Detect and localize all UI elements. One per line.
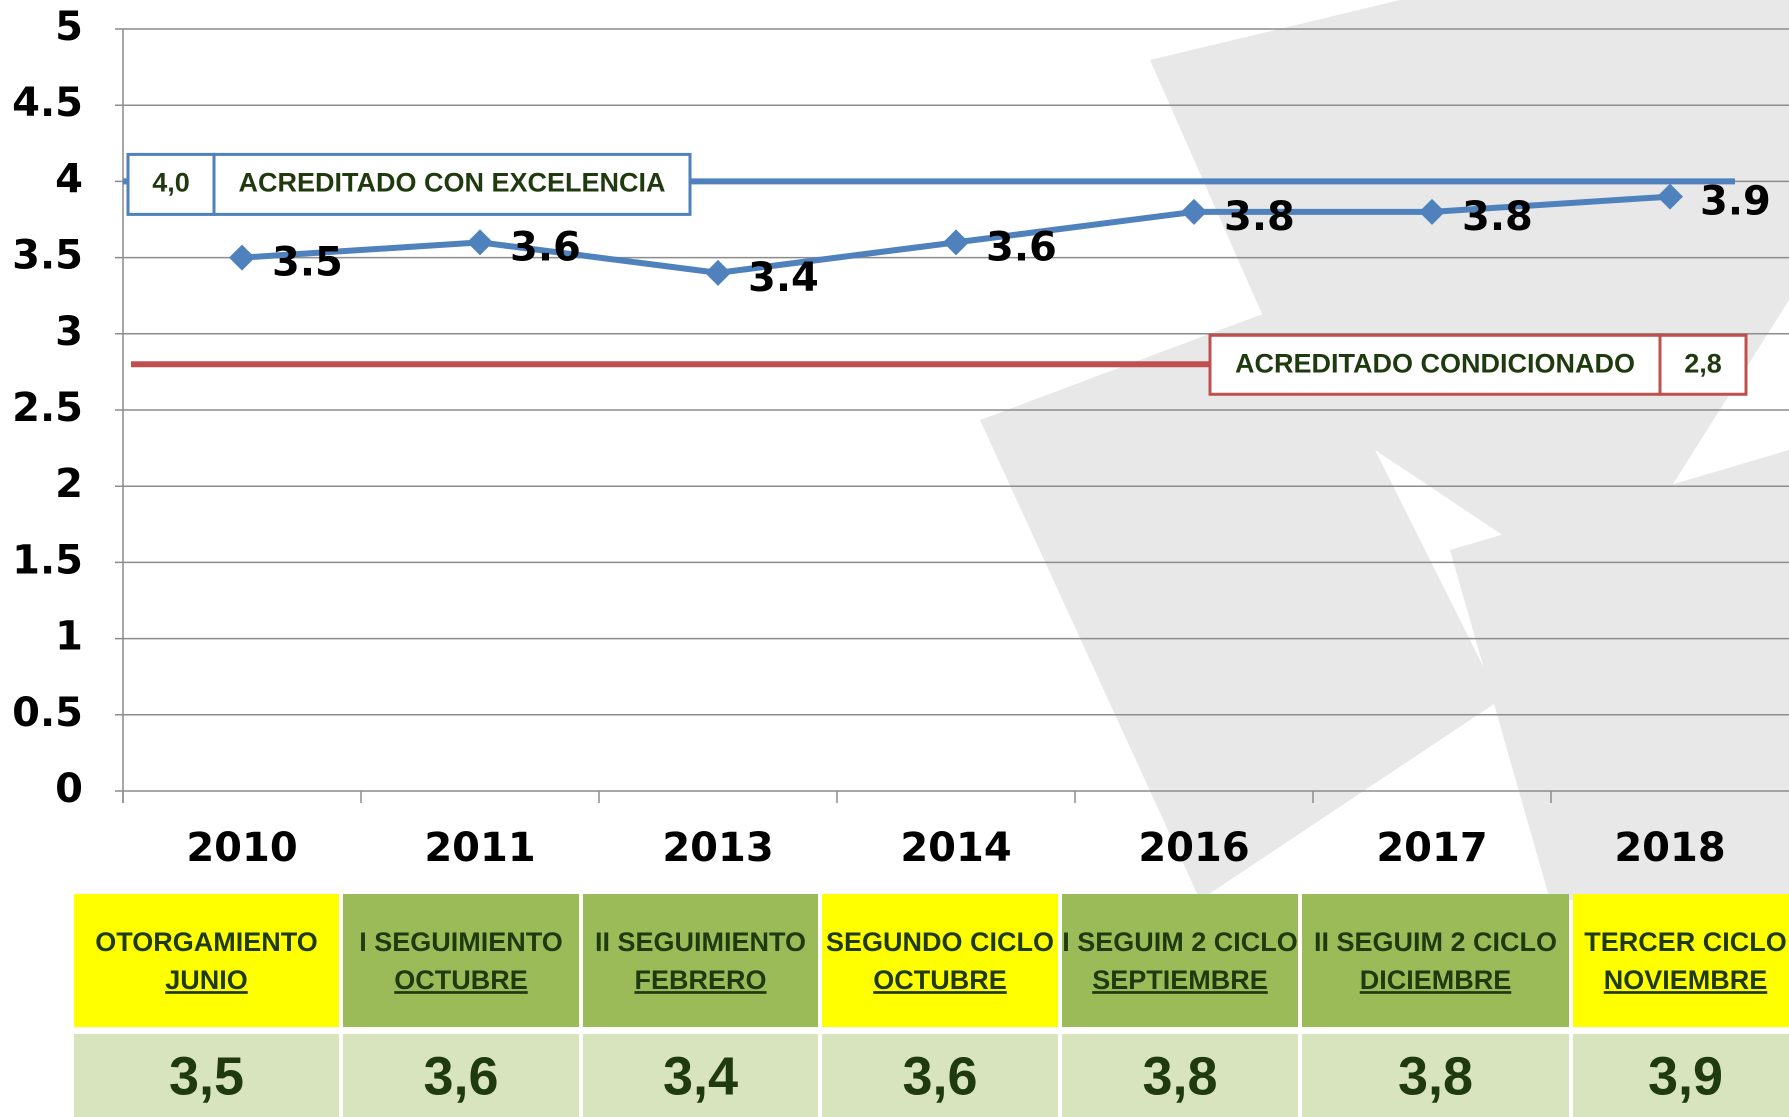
phase-cell	[1062, 894, 1298, 1027]
data-label: 3.4	[748, 255, 819, 301]
x-tick-label: 2014	[900, 825, 1011, 871]
phase-month: FEBRERO	[634, 965, 766, 995]
phase-month: SEPTIEMBRE	[1092, 965, 1268, 995]
score: 3,6	[423, 1046, 498, 1106]
phase-cell	[343, 894, 579, 1027]
phase-month: NOVIEMBRE	[1604, 965, 1768, 995]
y-tick-label: 3.5	[12, 233, 83, 279]
data-point	[229, 244, 255, 271]
watermark-shape	[1150, 0, 1789, 600]
score: 3,6	[902, 1046, 977, 1106]
y-tick-label: 5	[55, 4, 83, 50]
phase-name: SEGUNDO CICLO	[826, 927, 1054, 957]
y-tick-label: 2.5	[12, 385, 83, 431]
x-tick-label: 2010	[186, 825, 297, 871]
phase-name: TERCER CICLO	[1584, 927, 1787, 957]
phase-month: JUNIO	[165, 965, 248, 995]
y-tick-label: 0.5	[12, 690, 83, 736]
y-tick-label: 4	[55, 156, 83, 202]
watermark	[980, 0, 1789, 900]
phase-name: II SEGUIM 2 CICLO	[1314, 927, 1557, 957]
y-tick-label: 1	[55, 614, 83, 660]
score-cell	[74, 1034, 339, 1117]
x-tick-label: 2018	[1614, 825, 1725, 871]
data-point	[705, 259, 731, 286]
data-label: 3.8	[1224, 194, 1295, 240]
phase-cell	[583, 894, 818, 1027]
phase-cell	[822, 894, 1058, 1027]
score-cell	[1573, 1034, 1789, 1117]
score-cell	[1062, 1034, 1298, 1117]
score-cell	[583, 1034, 818, 1117]
phase-name: II SEGUIMIENTO	[595, 927, 806, 957]
data-point	[1181, 198, 1207, 225]
reference-label-box	[126, 152, 216, 216]
phase-month: DICIEMBRE	[1360, 965, 1512, 995]
phase-name: I SEGUIMIENTO	[359, 927, 563, 957]
score: 3,5	[169, 1046, 244, 1106]
phase-month: OCTUBRE	[873, 965, 1007, 995]
reference-value-label: 2,8	[1684, 348, 1722, 378]
x-tick-label: 2011	[424, 825, 535, 871]
phase-cell	[1573, 894, 1789, 1027]
y-tick-label: 1.5	[12, 537, 83, 583]
x-tick-label: 2016	[1138, 825, 1249, 871]
data-label: 3.9	[1700, 179, 1771, 225]
reference-label-box	[1208, 333, 1662, 396]
score-cell	[1302, 1034, 1569, 1117]
data-point	[1419, 198, 1445, 225]
phase-name: I SEGUIM 2 CICLO	[1062, 927, 1298, 957]
phase-month: OCTUBRE	[394, 965, 528, 995]
data-point	[1657, 183, 1683, 210]
watermark-shape	[980, 300, 1500, 900]
score-cell	[822, 1034, 1058, 1117]
score: 3,9	[1648, 1046, 1723, 1106]
phase-cell	[1302, 894, 1569, 1027]
reference-value-label: 4,0	[152, 168, 190, 198]
y-tick-label: 4.5	[12, 80, 83, 126]
score: 3,8	[1398, 1046, 1473, 1106]
phase-name: OTORGAMIENTO	[95, 927, 318, 957]
y-tick-label: 3	[55, 309, 83, 355]
score-cell	[343, 1034, 579, 1117]
data-point	[943, 229, 969, 256]
reference-text: ACREDITADO CONDICIONADO	[1235, 348, 1635, 378]
x-tick-label: 2013	[662, 825, 773, 871]
data-label: 3.5	[272, 240, 343, 286]
phase-cell	[74, 894, 339, 1027]
data-label: 3.6	[986, 224, 1057, 270]
data-label: 3.8	[1462, 194, 1533, 240]
reference-text: ACREDITADO CON EXCELENCIA	[238, 168, 665, 198]
score: 3,4	[663, 1046, 738, 1106]
data-point	[467, 229, 493, 256]
y-tick-label: 0	[55, 766, 83, 812]
x-tick-label: 2017	[1376, 825, 1487, 871]
score: 3,8	[1142, 1046, 1217, 1106]
reference-label-box	[212, 152, 692, 216]
reference-label-box	[1658, 333, 1748, 396]
y-tick-label: 2	[55, 461, 83, 507]
data-label: 3.6	[510, 224, 581, 270]
